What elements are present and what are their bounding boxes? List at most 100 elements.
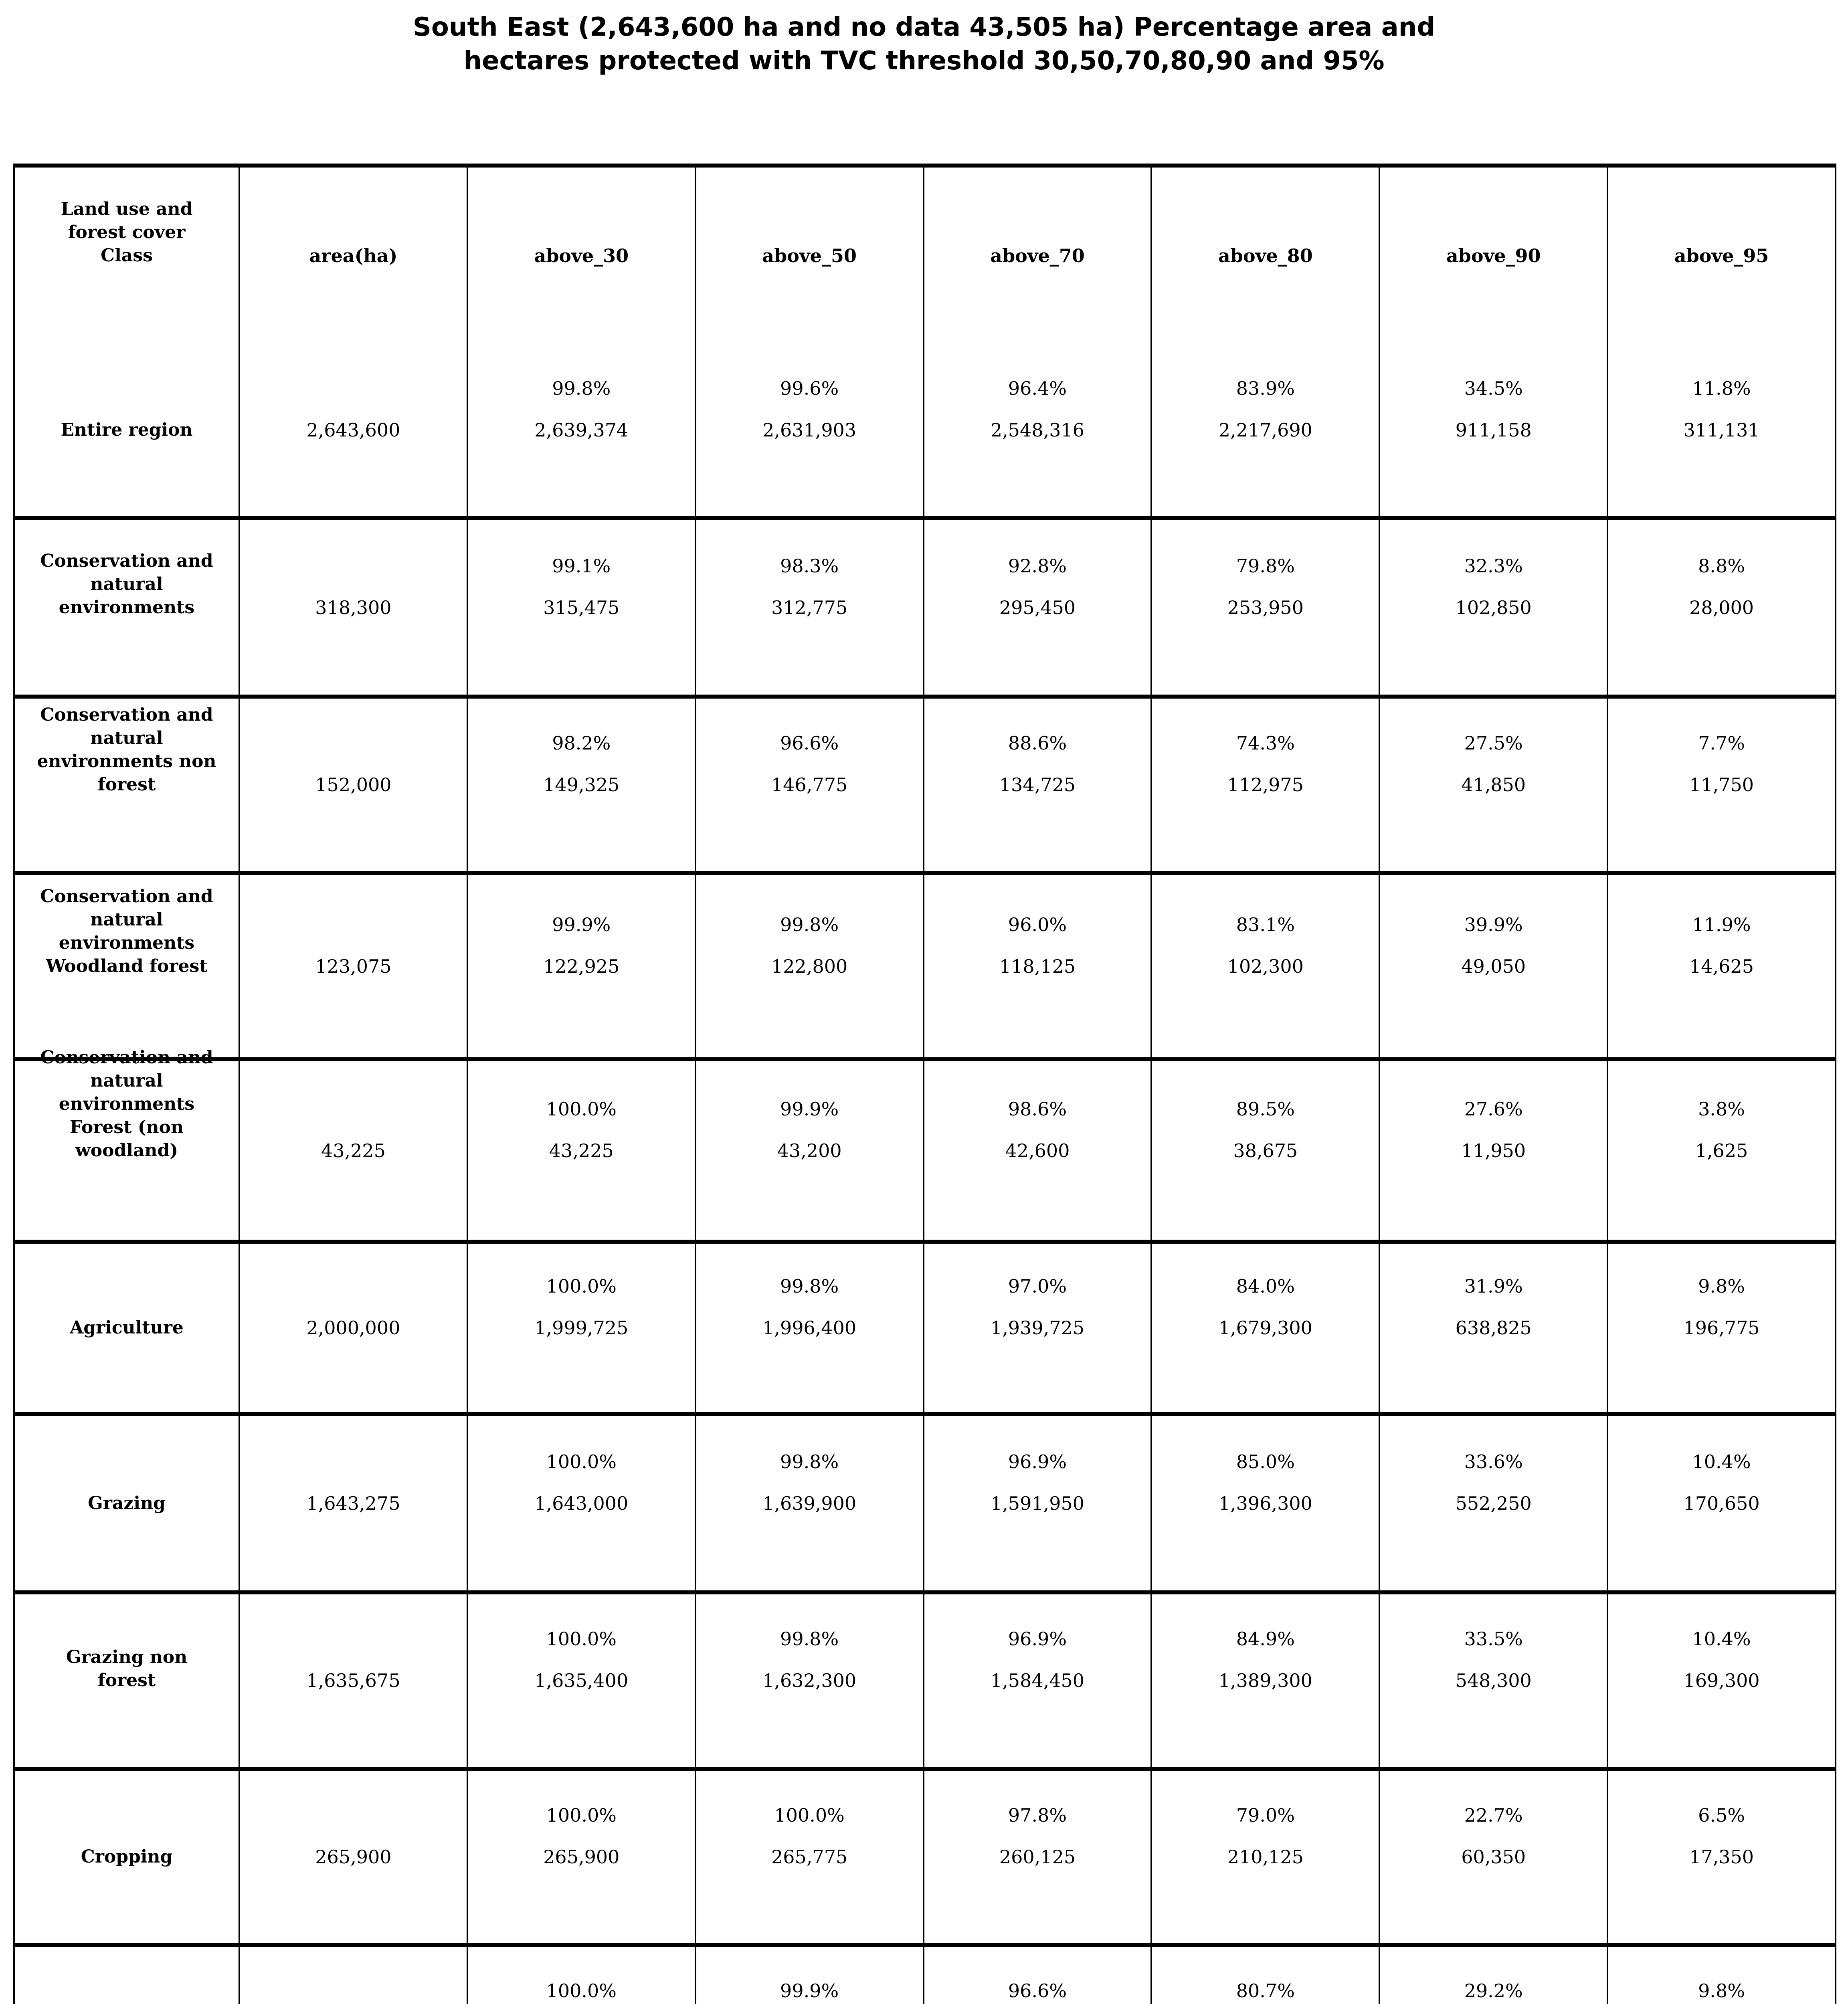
value-cell: 32.3% 102,850 [1379, 520, 1607, 695]
value-cell: 96.0% 118,125 [922, 875, 1151, 1057]
percent-value: 97.0% [1008, 1275, 1067, 1297]
land-use-table: Land use and forest cover Class area(ha)… [13, 164, 1836, 2004]
value-cell: 92.8% 295,450 [922, 520, 1151, 695]
value-cell: 99.1% 315,475 [466, 520, 695, 695]
value-cell: 79.8% 253,950 [1150, 520, 1379, 695]
hectares-value: 210,125 [1227, 1846, 1304, 1868]
value-cell: 97.0% 1,939,725 [922, 1244, 1151, 1412]
percent-value: 10.4% [1692, 1628, 1751, 1650]
value-cell: 96.6%86,275 [922, 1947, 1151, 2004]
hectares-value: 1,996,400 [762, 1317, 857, 1339]
hectares-value: 295,450 [999, 596, 1076, 618]
area-cell: 318,300 [239, 520, 467, 695]
value-cell: 100.0% 1,635,400 [466, 1594, 695, 1767]
percent-value: 84.9% [1236, 1628, 1295, 1650]
percent-value: 85.0% [1236, 1450, 1295, 1473]
row-label: Conservation and natural environments Fo… [40, 1047, 213, 1161]
hectares-value: 1,584,450 [990, 1670, 1085, 1691]
hectares-value: 11,950 [1461, 1139, 1526, 1162]
hectares-value: 265,900 [543, 1846, 620, 1868]
value-cell: 11.9% 14,625 [1607, 875, 1835, 1057]
hectares-value: 312,775 [771, 596, 848, 618]
percent-value: 100.0% [546, 1980, 617, 2002]
percent-value: 100.0% [546, 1098, 617, 1120]
percent-value: 99.8% [780, 1628, 839, 1650]
value-cell: 84.9% 1,389,300 [1150, 1594, 1379, 1767]
hectares-value: 146,775 [771, 774, 848, 796]
row-label-cell: Grazing [15, 1416, 239, 1590]
col-header-area-cell: area(ha) [239, 168, 467, 344]
value-cell: 39.9% 49,050 [1379, 875, 1607, 1057]
table-row: Grazing non forest 1,635,675 100.0% 1,635,4… [15, 1590, 1835, 1767]
hectares-value: 911,158 [1455, 419, 1532, 441]
row-label: Conservation and natural environments [40, 550, 213, 618]
percent-value: 96.0% [1008, 913, 1067, 935]
value-cell: 27.6% 11,950 [1379, 1061, 1607, 1240]
area-cell: 123,075 [239, 875, 467, 1057]
hectares-value: 196,775 [1683, 1317, 1760, 1339]
percent-value: 9.8% [1698, 1275, 1745, 1297]
percent-value: 96.9% [1008, 1628, 1067, 1650]
hectares-value: 102,300 [1227, 955, 1304, 977]
value-cell: 97.8% 260,125 [922, 1771, 1151, 1943]
hectares-value: 2,217,690 [1218, 419, 1312, 441]
percent-value: 9.8% [1698, 1980, 1745, 2002]
value-cell: 27.5% 41,850 [1379, 699, 1607, 871]
hectares-value: 17,350 [1689, 1846, 1754, 1868]
col-header-area: area(ha) [309, 245, 398, 267]
hectares-value: 1,389,300 [1218, 1670, 1312, 1691]
col-header-class: Land use and forest cover Class [61, 199, 193, 266]
percent-value: 83.1% [1236, 913, 1295, 935]
hectares-value: 122,800 [771, 955, 848, 977]
hectares-value: 1,625 [1695, 1139, 1748, 1162]
hectares-value: 38,675 [1233, 1139, 1298, 1162]
hectares-value: 2,639,374 [534, 419, 629, 441]
percent-value: 99.8% [780, 1275, 839, 1297]
hectares-value: 638,825 [1455, 1317, 1532, 1339]
row-label-cell: Agriculture [15, 1244, 239, 1412]
value-cell: 11.8% 311,131 [1607, 344, 1835, 516]
value-cell: 98.2% 149,325 [466, 699, 695, 871]
percent-value: 97.8% [1008, 1804, 1067, 1826]
hectares-value: 134,725 [999, 774, 1076, 796]
value-cell: 100.0% 1,999,725 [466, 1244, 695, 1412]
value-cell: 96.9% 1,584,450 [922, 1594, 1151, 1767]
percent-value: 39.9% [1464, 913, 1523, 935]
row-label-cell: Conservation and natural environments [15, 520, 239, 695]
row-label-cell: Irrigation [15, 1947, 239, 2004]
hectares-value: 2,548,316 [990, 419, 1085, 441]
value-cell: 99.9% 43,200 [694, 1061, 923, 1240]
table-row: Grazing 1,643,275 100.0% 1,643,000 99.8% 1,63… [15, 1412, 1835, 1590]
value-cell: 98.6% 42,600 [922, 1061, 1151, 1240]
page-title-line2: hectares protected with TVC threshold 30… [463, 46, 1385, 76]
value-cell: 100.0% 265,900 [466, 1771, 695, 1943]
value-cell: 96.9% 1,591,950 [922, 1416, 1151, 1590]
hectares-value: 102,850 [1455, 596, 1532, 618]
area-cell: 89,275 [239, 1947, 467, 2004]
percent-value: 33.5% [1464, 1628, 1523, 1650]
percent-value: 8.8% [1698, 555, 1745, 577]
percent-value: 11.8% [1692, 378, 1751, 399]
value-cell: 96.6% 146,775 [694, 699, 923, 871]
area-value: 1,635,675 [306, 1670, 400, 1691]
hectares-value: 118,125 [999, 955, 1076, 977]
hectares-value: 112,975 [1227, 774, 1304, 796]
value-cell: 33.6% 552,250 [1379, 1416, 1607, 1590]
row-label-cell: Conservation and natural environments Fo… [15, 1047, 239, 1240]
table-header-row: Land use and forest cover Class area(ha)… [15, 168, 1835, 344]
value-cell: 99.9% 122,925 [466, 875, 695, 1057]
percent-value: 96.4% [1008, 378, 1067, 399]
value-cell: 88.6% 134,725 [922, 699, 1151, 871]
col-header-above30: above_30 [534, 245, 629, 267]
col-header-above70: above_70 [990, 245, 1085, 267]
percent-value: 11.9% [1692, 913, 1751, 935]
area-value: 318,300 [315, 596, 392, 618]
percent-value: 98.6% [1008, 1098, 1067, 1120]
area-cell: 1,635,675 [239, 1594, 467, 1767]
percent-value: 79.0% [1236, 1804, 1295, 1826]
percent-value: 7.7% [1698, 732, 1745, 754]
value-cell: 100.0% 1,643,000 [466, 1416, 695, 1590]
table-row: Cropping 265,900 100.0% 265,900 100.0% 265,77… [15, 1767, 1835, 1943]
area-value: 2,643,600 [306, 419, 400, 441]
